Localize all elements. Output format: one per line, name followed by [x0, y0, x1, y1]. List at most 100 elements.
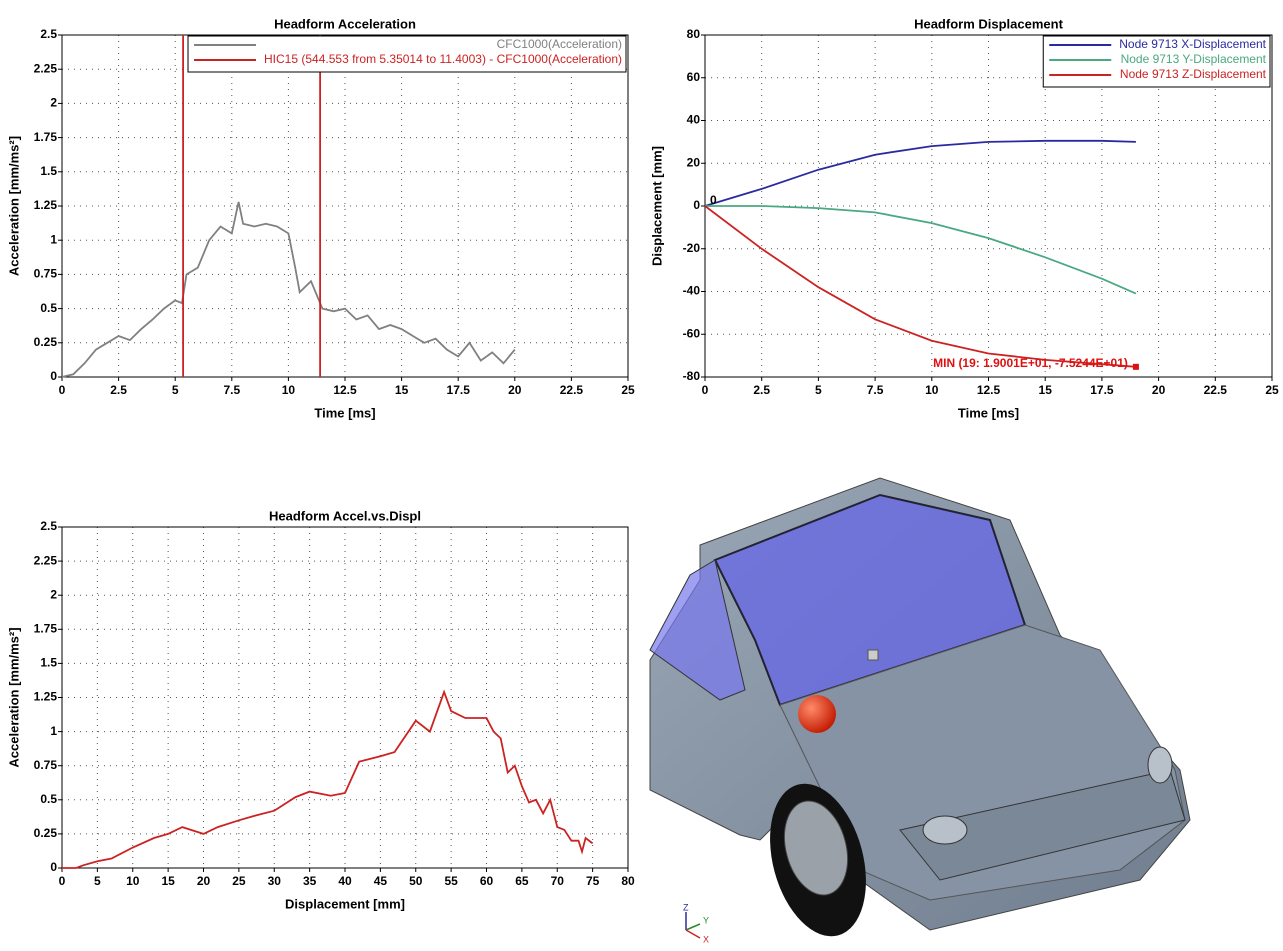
chart: Headform Accel.vs.Displ Displacement [mm]… [6, 508, 635, 911]
data-line [705, 141, 1136, 206]
y-tick-label: 2.5 [40, 27, 57, 41]
x-axis-label: Displacement [mm] [285, 896, 405, 911]
y-axis-label: Acceleration [mm/ms²] [6, 136, 21, 276]
x-tick-label: 2.5 [753, 383, 770, 397]
x-tick-label: 70 [551, 874, 565, 888]
chart-title: Headform Accel.vs.Displ [269, 508, 421, 523]
x-tick-label: 65 [515, 874, 529, 888]
chart: Headform Acceleration Time [ms] Accelerati… [6, 16, 635, 420]
x-tick-label: 50 [409, 874, 423, 888]
chart: Headform Displacement Time [ms] Displaceme… [649, 16, 1279, 420]
y-tick-label: 0.5 [40, 792, 57, 806]
x-tick-label: 5 [815, 383, 822, 397]
y-tick-label: 2 [50, 96, 57, 110]
data-line [62, 202, 515, 377]
x-tick-label: 15 [1039, 383, 1053, 397]
y-tick-label: 0 [50, 369, 57, 383]
y-axis-label: Acceleration [mm/ms²] [6, 627, 21, 767]
y-tick-label: 0.5 [40, 301, 57, 315]
y-tick-label: 2 [50, 587, 57, 601]
y-tick-label: 0.75 [34, 758, 58, 772]
y-tick-label: -20 [683, 241, 701, 255]
x-axis-label: Time [ms] [958, 405, 1019, 420]
x-tick-label: 22.5 [1204, 383, 1228, 397]
x-tick-label: 5 [172, 383, 179, 397]
x-tick-label: 25 [1265, 383, 1279, 397]
x-tick-label: 0 [702, 383, 709, 397]
legend-label: Node 9713 Y-Displacement [1121, 52, 1267, 66]
x-tick-label: 25 [621, 383, 635, 397]
data-line [705, 206, 1136, 367]
legend-label: Node 9713 Z-Displacement [1120, 67, 1267, 81]
x-tick-label: 25 [232, 874, 246, 888]
y-tick-label: 1.5 [40, 164, 57, 178]
y-tick-label: 2.5 [40, 519, 57, 533]
x-tick-label: 75 [586, 874, 600, 888]
x-tick-label: 20 [1152, 383, 1166, 397]
x-tick-label: 30 [268, 874, 282, 888]
x-tick-label: 0 [59, 383, 66, 397]
screen: Z Y X Headform Acceleration Time [ms] Acce… [0, 0, 1283, 946]
x-tick-label: 22.5 [560, 383, 584, 397]
y-tick-label: 0.25 [34, 335, 58, 349]
y-tick-label: 60 [687, 70, 701, 84]
y-tick-label: 40 [687, 113, 701, 127]
y-tick-label: 0.25 [34, 826, 58, 840]
y-tick-label: 2.25 [34, 553, 58, 567]
x-tick-label: 7.5 [223, 383, 240, 397]
y-tick-label: 0.75 [34, 267, 58, 281]
x-tick-label: 17.5 [1090, 383, 1114, 397]
y-tick-label: 1 [50, 724, 57, 738]
y-tick-label: 1.5 [40, 656, 57, 670]
annotation-marker [1133, 364, 1139, 370]
x-tick-label: 15 [395, 383, 409, 397]
y-tick-label: 80 [687, 27, 701, 41]
x-tick-label: 35 [303, 874, 317, 888]
y-tick-label: 20 [687, 155, 701, 169]
data-line [62, 692, 593, 868]
y-tick-label: 1.75 [34, 621, 58, 635]
y-tick-label: 1.75 [34, 130, 58, 144]
chart-title: Headform Acceleration [274, 16, 416, 31]
triad-label: Y [703, 915, 709, 925]
data-line [705, 206, 1136, 294]
x-tick-label: 0 [59, 874, 66, 888]
y-tick-label: 1 [50, 232, 57, 246]
y-tick-label: 0 [693, 198, 700, 212]
x-tick-label: 10 [126, 874, 140, 888]
car-model: Z Y X [650, 478, 1190, 946]
annotation: MIN (19: 1.9001E+01, -7.5244E+01) [933, 356, 1128, 370]
x-tick-label: 40 [338, 874, 352, 888]
x-tick-label: 80 [621, 874, 635, 888]
y-tick-label: -60 [683, 326, 701, 340]
x-tick-label: 55 [444, 874, 458, 888]
x-tick-label: 5 [94, 874, 101, 888]
x-tick-label: 10 [925, 383, 939, 397]
triad-label: Z [683, 902, 689, 912]
x-tick-label: 7.5 [867, 383, 884, 397]
x-tick-label: 2.5 [110, 383, 127, 397]
x-axis-label: Time [ms] [314, 405, 375, 420]
triad-label: X [703, 934, 709, 944]
y-tick-label: -40 [683, 284, 701, 298]
chart-title: Headform Displacement [914, 16, 1063, 31]
x-tick-label: 17.5 [447, 383, 471, 397]
legend-label: CFC1000(Acceleration) [497, 37, 622, 51]
x-tick-label: 12.5 [977, 383, 1001, 397]
x-tick-label: 10 [282, 383, 296, 397]
y-tick-label: 0 [50, 860, 57, 874]
x-tick-label: 20 [508, 383, 522, 397]
legend-label: Node 9713 X-Displacement [1119, 37, 1266, 51]
x-tick-label: 20 [197, 874, 211, 888]
data-line [183, 35, 320, 377]
legend-label: HIC15 (544.553 from 5.35014 to 11.4003) … [264, 52, 622, 66]
y-tick-label: -80 [683, 369, 701, 383]
y-axis-label: Displacement [mm] [649, 146, 664, 266]
y-tick-label: 2.25 [34, 61, 58, 75]
x-tick-label: 45 [374, 874, 388, 888]
x-tick-label: 60 [480, 874, 494, 888]
y-tick-label: 1.25 [34, 198, 58, 212]
y-tick-label: 1.25 [34, 690, 58, 704]
annotation: 0 [710, 193, 717, 207]
